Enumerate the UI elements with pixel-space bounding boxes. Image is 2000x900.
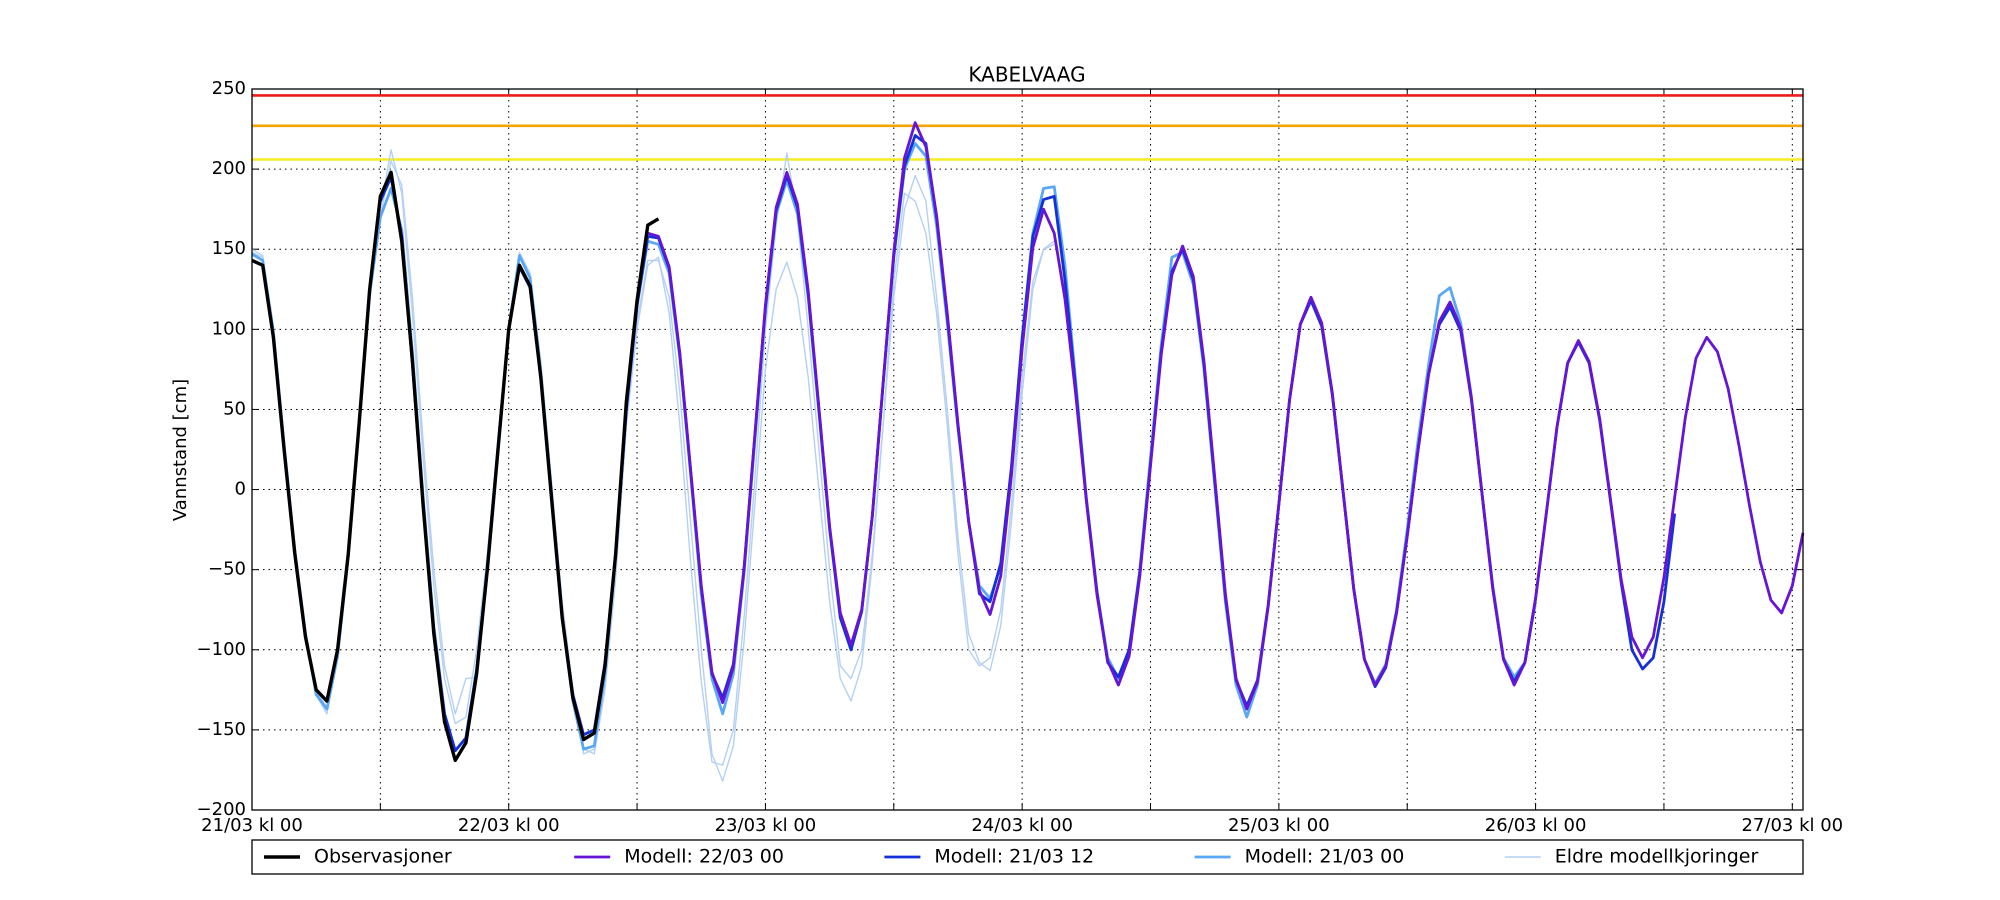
y-tick-label: 250 [212, 78, 246, 99]
series-line [251, 152, 1055, 766]
x-tick-label: 22/03 kl 00 [458, 815, 560, 836]
y-tick-label: −50 [208, 559, 246, 580]
y-tick-label: −100 [197, 639, 246, 660]
chart-title: KABELVAAG [968, 63, 1085, 87]
legend-label: Eldre modellkjoringer [1555, 846, 1759, 868]
y-axis-label: Vannstand [cm] [170, 379, 191, 521]
legend-label: Modell: 21/03 00 [1245, 846, 1405, 868]
y-tick-label: −150 [197, 719, 246, 740]
x-tick-label: 25/03 kl 00 [1228, 815, 1330, 836]
x-tick-label: 27/03 kl 00 [1741, 815, 1843, 836]
x-tick-label: 23/03 kl 00 [715, 815, 817, 836]
y-tick-label: 150 [212, 238, 246, 259]
x-tick-label: 26/03 kl 00 [1485, 815, 1587, 836]
x-tick-label: 21/03 kl 00 [201, 815, 303, 836]
legend-label: Modell: 21/03 12 [934, 846, 1094, 868]
legend-box [251, 839, 1804, 875]
y-tick-label: 100 [212, 318, 246, 339]
plot-frame [251, 88, 1804, 811]
legend-label: Observasjoner [314, 846, 452, 868]
y-tick-label: 0 [235, 479, 246, 500]
series-line [379, 134, 1677, 753]
series-line [647, 121, 1805, 711]
y-tick-label: 200 [212, 158, 246, 179]
legend-label: Modell: 22/03 00 [624, 846, 784, 868]
series-line [251, 149, 1055, 782]
y-tick-label: 50 [223, 398, 246, 419]
y-tick-label: −200 [197, 799, 246, 820]
series-line [251, 170, 660, 763]
x-tick-label: 24/03 kl 00 [971, 815, 1073, 836]
